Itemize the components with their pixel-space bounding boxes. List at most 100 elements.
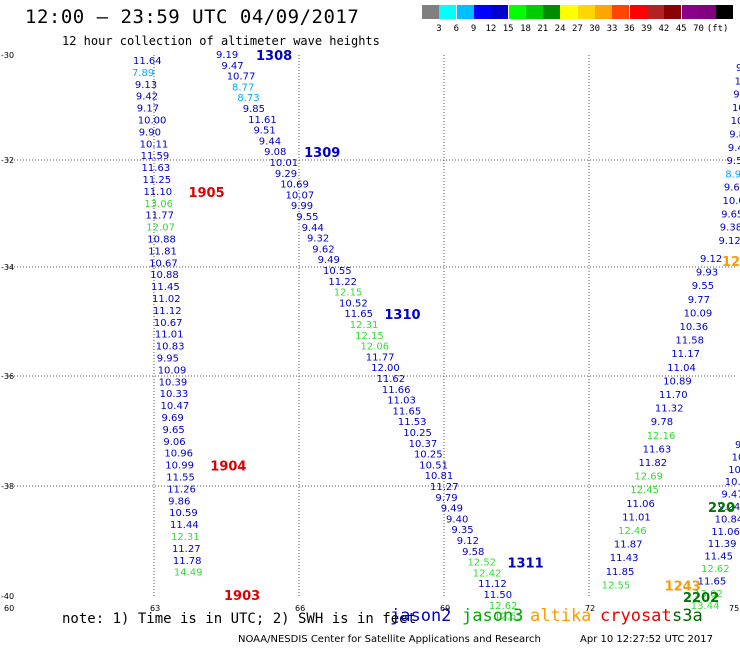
wave-height-value: 14.49	[174, 568, 203, 579]
wave-height-value: 11.01	[155, 330, 184, 341]
pass-number-label: 220	[708, 501, 735, 516]
wave-height-value: 11.32	[655, 404, 684, 415]
wave-height-value: 10.25	[414, 450, 443, 461]
wave-height-value: 9.62	[312, 244, 334, 255]
wave-height-value: 9.85	[729, 130, 740, 141]
lat-label: -30	[1, 51, 14, 60]
wave-height-value: 9.06	[163, 437, 185, 448]
legend-label: 36	[623, 24, 635, 34]
wave-height-value: 9.12	[700, 254, 722, 265]
wave-height-value: 9.95	[157, 354, 179, 365]
wave-height-value: 11.03	[387, 396, 416, 407]
legend-label: 21	[537, 24, 549, 34]
wave-height-value: 12.15	[355, 331, 384, 342]
lat-label: -36	[1, 372, 14, 381]
wave-height-value: 11.64	[133, 56, 162, 67]
satellite-track: 9 10 9.5 10.0 10.72 9.85 9.48 9.56 8.94 9.66 10.09…	[718, 63, 740, 270]
wave-height-value: 11.82	[639, 458, 668, 469]
wave-height-value: 10.69	[280, 180, 309, 191]
legend-swatch	[560, 5, 578, 19]
wave-height-value: 9.55	[296, 212, 318, 223]
wave-height-value: 11.50	[484, 590, 513, 601]
wave-height-value: 9.32	[307, 234, 329, 245]
wave-height-value: 9.90	[139, 127, 161, 138]
wave-height-value: 9.24	[718, 502, 740, 513]
wave-height-value: 9.13	[135, 80, 157, 91]
satellite-key-item: jason2	[390, 606, 452, 626]
wave-height-value: 11.44	[170, 520, 199, 531]
wave-height-value: 9.69	[162, 413, 184, 424]
wave-height-value: 10.52	[339, 298, 368, 309]
satellite-key-item: jason3	[462, 606, 524, 626]
lon-label: 69	[440, 604, 450, 613]
wave-height-value: 11.65	[698, 576, 727, 587]
legend-swatch	[543, 5, 561, 19]
legend-unit: (ft)	[706, 24, 729, 34]
wave-height-value: 10.88	[147, 235, 176, 246]
wave-height-value: 9.99	[291, 201, 313, 212]
lon-label: 63	[150, 604, 160, 613]
wave-height-value: 9.47	[721, 490, 740, 501]
wave-height-value: 12.55	[602, 580, 631, 591]
wave-height-value: 11.17	[671, 349, 700, 360]
wave-height-value: 11.06	[711, 527, 740, 538]
legend-label: 27	[571, 24, 583, 34]
lon-label: 66	[295, 604, 305, 613]
legend-label: 18	[520, 24, 531, 34]
wave-height-value: 9.12	[457, 536, 479, 547]
legend-swatch	[698, 5, 716, 19]
wave-height-value: 11.39	[708, 539, 737, 550]
wave-height-value: 12.16	[647, 431, 676, 442]
legend-label: 3	[436, 24, 442, 34]
wave-height-value: 10.45	[728, 465, 740, 476]
pass-number-label: 1308	[256, 49, 292, 64]
satellite-key-item: cryosat	[600, 606, 672, 626]
wave-height-value: 9.66	[724, 183, 740, 194]
legend-swatch	[646, 5, 664, 19]
wave-height-value: 11.02	[152, 294, 181, 305]
wave-height-value: 9.49	[441, 504, 463, 515]
wave-height-value: 12.46	[618, 526, 647, 537]
legend-swatch	[612, 5, 630, 19]
lat-label: -40	[1, 592, 14, 601]
wave-height-value: 11.63	[643, 444, 672, 455]
wave-height-value: 10.99	[165, 461, 194, 472]
legend-swatch	[525, 5, 543, 19]
legend-swatch	[595, 5, 612, 19]
wave-height-value: 11.10	[143, 187, 172, 198]
wave-height-value: 9.85	[243, 104, 265, 115]
wave-height-value: 9.77	[688, 295, 710, 306]
wave-height-value: 11.85	[606, 567, 635, 578]
wave-height-value: 11.12	[153, 306, 182, 317]
wave-height-value: 12.31	[350, 320, 379, 331]
wave-height-value: 11.59	[141, 151, 170, 162]
lat-label: -32	[1, 156, 14, 165]
pass-number-label: 1904	[210, 460, 246, 475]
wave-height-value: 11.55	[166, 473, 195, 484]
wave-height-value: 13.44	[691, 601, 720, 612]
wave-height-value: 9.55	[692, 281, 714, 292]
wave-height-value: 11.27	[172, 544, 201, 555]
pass-number-label: 1903	[224, 589, 260, 604]
satellite-track: 9.199.4710.778.778.739.8511.619.519.449.…	[216, 49, 544, 623]
wave-height-value: 10.09	[158, 365, 187, 376]
wave-height-value: 12.62	[489, 601, 518, 612]
wave-height-value: 10.36	[680, 322, 709, 333]
legend-swatch	[508, 5, 526, 19]
wave-height-value: 9.51	[253, 126, 275, 137]
wave-height-value: 11.65	[393, 406, 422, 417]
wave-height-value: 12.15	[334, 288, 363, 299]
wave-height-value: 10.81	[425, 471, 454, 482]
wave-height-value: 9.12	[718, 236, 740, 247]
wave-height-value: 13.06	[144, 199, 173, 210]
wave-height-value: 9.08	[264, 147, 286, 158]
wave-height-value: 10.33	[160, 389, 189, 400]
wave-height-value: 9.42	[136, 92, 158, 103]
wave-height-value: 11.04	[667, 363, 696, 374]
wave-height-value: 9.29	[275, 169, 297, 180]
wave-height-value: 10.84	[715, 514, 740, 525]
lon-label: 75	[729, 604, 739, 613]
wave-height-value: 10.67	[154, 318, 183, 329]
